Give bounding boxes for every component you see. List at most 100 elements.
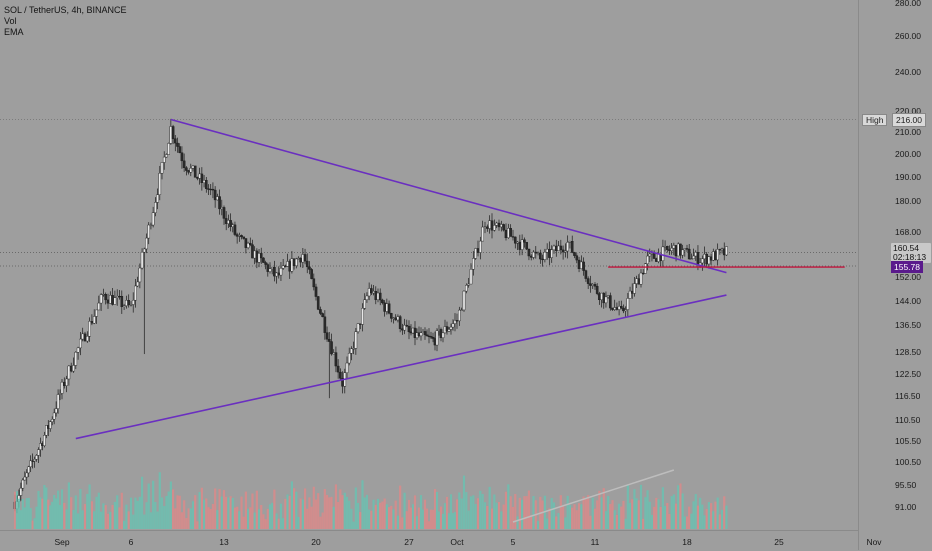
candle-body: [716, 249, 719, 261]
volume-bar: [718, 514, 721, 529]
candle-body: [474, 248, 477, 259]
volume-bar: [246, 508, 250, 529]
candle-body: [685, 248, 689, 250]
candle-body: [182, 160, 186, 168]
volume-bar: [694, 494, 697, 529]
volume-bar: [580, 504, 583, 529]
candle-body: [50, 419, 54, 422]
volume-bar: [249, 507, 252, 529]
candle-body: [244, 238, 248, 248]
volume-bar: [93, 511, 96, 529]
candle-body: [209, 188, 213, 191]
candle-body: [646, 255, 649, 264]
candle-body: [513, 236, 517, 244]
volume-bar: [113, 501, 116, 529]
volume-bar: [648, 501, 651, 529]
candle-body: [246, 242, 250, 248]
volume-bar: [688, 506, 691, 529]
volume-bar: [663, 505, 667, 529]
symbol-title[interactable]: SOL / TetherUS, 4h, BINANCE: [4, 5, 127, 15]
volume-bar: [116, 495, 119, 529]
volume-bar: [467, 510, 470, 529]
candle-body: [308, 266, 311, 270]
ema-study-label[interactable]: EMA: [4, 27, 24, 37]
volume-bar: [723, 496, 726, 529]
candle-body: [74, 352, 78, 366]
volume-bar: [171, 489, 175, 529]
candle-body: [516, 241, 519, 244]
volume-bar: [236, 506, 239, 529]
volume-bar: [325, 494, 329, 529]
time-tick-label: 20: [311, 537, 321, 547]
candle-body: [67, 365, 71, 380]
candle-body: [586, 278, 590, 284]
price-tick-label: 105.50: [895, 435, 921, 446]
candle-body: [447, 329, 451, 332]
volume-bar: [100, 511, 103, 529]
volume-bar: [596, 500, 599, 529]
volume-bar: [449, 494, 453, 529]
volume-bar: [238, 511, 241, 529]
volume-bar: [15, 491, 19, 529]
candle-body: [681, 249, 684, 256]
candle-body: [115, 295, 119, 298]
volume-bar: [227, 497, 230, 529]
volume-bar: [460, 498, 463, 529]
candle-body: [389, 313, 393, 319]
volume-bar: [271, 502, 274, 529]
volume-bar: [169, 481, 172, 529]
candle-body: [81, 333, 84, 340]
volume-bar: [401, 517, 404, 529]
candle-body: [670, 247, 673, 251]
volume-bar: [17, 498, 21, 529]
candle-body: [566, 242, 569, 252]
volume-bar: [602, 488, 605, 529]
candle-body: [127, 300, 130, 306]
volume-bar: [546, 518, 549, 529]
candle-body: [301, 254, 305, 263]
candle-body: [577, 259, 581, 269]
volume-bar: [716, 497, 719, 529]
volume-bar: [31, 520, 34, 529]
volume-bar: [622, 500, 625, 529]
volume-bar: [394, 500, 397, 529]
candle-body: [118, 295, 121, 298]
candle-body: [600, 292, 603, 301]
volume-bar: [566, 495, 569, 529]
volume-bar: [443, 503, 447, 529]
volume-bar: [90, 501, 93, 529]
candle-body: [345, 362, 349, 373]
candle-body: [131, 299, 135, 305]
volume-bar: [109, 511, 112, 529]
time-axis[interactable]: Sep 6 13 20 27 Oct 5 11 18 25 Nov: [0, 530, 882, 551]
volume-bar: [363, 497, 366, 529]
candle-body: [568, 241, 572, 243]
volume-bar: [604, 511, 608, 529]
volume-bar: [290, 481, 294, 529]
volume-bar: [152, 480, 155, 529]
candle-body: [147, 224, 151, 239]
candle-body: [327, 339, 331, 342]
candle-body: [235, 234, 239, 237]
volume-study-label[interactable]: Vol: [4, 16, 17, 26]
chart-legend: SOL / TetherUS, 4h, BINANCE Vol EMA: [4, 5, 127, 38]
volume-bar: [102, 503, 105, 529]
volume-bar: [21, 499, 24, 529]
volume-bar: [178, 495, 181, 529]
candle-body: [509, 228, 512, 237]
volume-bar: [472, 495, 475, 529]
volume-bar: [211, 503, 215, 529]
volume-bar: [681, 493, 684, 529]
volume-bar: [483, 502, 487, 529]
candle-body: [624, 309, 627, 312]
price-tick-label: 190.00: [895, 171, 921, 182]
price-chart[interactable]: [0, 0, 858, 530]
volume-bar: [262, 514, 265, 529]
volume-bar: [308, 497, 311, 529]
volume-bar: [180, 512, 184, 529]
volume-bar: [403, 492, 406, 529]
volume-bar: [334, 484, 338, 529]
volume-bar: [701, 504, 704, 529]
volume-bar: [433, 489, 437, 529]
price-axis[interactable]: 280.00 260.00 240.00 220.00 210.00 200.00 190.…: [858, 0, 932, 550]
